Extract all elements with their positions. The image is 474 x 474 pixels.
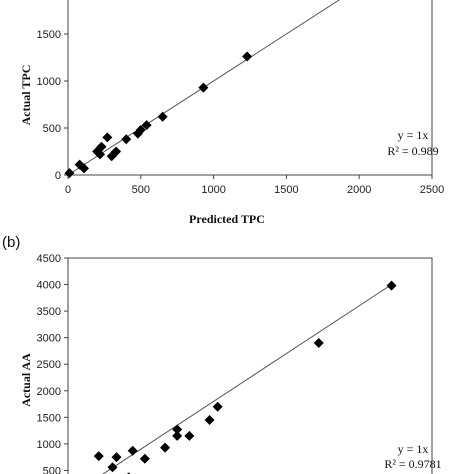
panel-a-x-tick-label: 1000 bbox=[201, 184, 225, 196]
panel-a-data-point bbox=[242, 51, 253, 62]
panel-b-label: (b) bbox=[2, 234, 20, 251]
panel-a-equation: y = 1x bbox=[398, 128, 429, 142]
panel-a-data-point bbox=[141, 120, 152, 131]
panel-a-data-point bbox=[64, 168, 75, 179]
panel-b-equation: y = 1x bbox=[398, 442, 429, 456]
panel-a-x-tick-label: 500 bbox=[132, 184, 150, 196]
panel-b-plot-frame bbox=[67, 257, 433, 474]
panel-a-data-point bbox=[111, 146, 122, 157]
panel-b-data-point bbox=[139, 453, 150, 464]
panel-b-y-tick-label: 1000 bbox=[37, 439, 61, 451]
panel-b-data-point bbox=[386, 280, 397, 291]
panel-a-x-tick-label: 1500 bbox=[274, 184, 298, 196]
panel-a-trendline bbox=[67, 0, 340, 176]
panel-a-x-axis-title: Predicted TPC bbox=[189, 212, 265, 226]
panel-b-data-point bbox=[212, 401, 223, 412]
panel-a-plot-frame bbox=[67, 0, 433, 176]
panel-b-data-point bbox=[93, 451, 104, 462]
panel-b-y-axis-title: Actual AA bbox=[19, 353, 33, 407]
panel-a-y-axis-title: Actual TPC bbox=[19, 65, 33, 126]
chart-panel-b: (b) Actual AA y = 1x R² = 0.9781 500 1000… bbox=[2, 234, 442, 474]
panel-a-data-point bbox=[157, 111, 168, 122]
panel-a-data-point bbox=[95, 149, 106, 160]
panel-b-y-tick-label: 500 bbox=[43, 465, 61, 474]
panel-a-data-point bbox=[79, 163, 90, 174]
panel-a-x-tick-label: 2000 bbox=[347, 184, 371, 196]
panel-a-y-tick-label: 0 bbox=[55, 170, 61, 182]
panel-b-y-tick-label: 3000 bbox=[37, 333, 61, 345]
panel-b-data-point bbox=[111, 452, 122, 463]
panel-a-data-point bbox=[135, 124, 146, 135]
panel-a-data-point bbox=[96, 141, 107, 152]
panel-b-data-point bbox=[172, 430, 183, 441]
panel-a-r-squared: R² = 0.989 bbox=[387, 144, 438, 158]
panel-a-data-point bbox=[102, 132, 113, 143]
panel-b-trendline bbox=[102, 284, 392, 474]
panel-b-y-tick-label: 4000 bbox=[37, 280, 61, 292]
panel-b-y-tick-label: 4500 bbox=[37, 253, 61, 265]
panel-b-data-point bbox=[172, 424, 183, 435]
panel-a-data-point bbox=[198, 82, 209, 93]
panel-b-y-tick-label: 2000 bbox=[37, 386, 61, 398]
panel-b-data-point bbox=[127, 445, 138, 456]
panel-a-x-tick-label: 2500 bbox=[420, 184, 444, 196]
panel-b-data-point bbox=[160, 442, 171, 453]
panel-b-r-squared: R² = 0.9781 bbox=[384, 457, 441, 471]
panel-a-y-tick-label: 1500 bbox=[37, 29, 61, 41]
panel-b-data-point bbox=[313, 337, 324, 348]
panel-b-data-point bbox=[107, 462, 118, 473]
panel-b-data-point bbox=[184, 430, 195, 441]
panel-b-data-point bbox=[204, 414, 215, 425]
panel-b-y-tick-label: 2500 bbox=[37, 359, 61, 371]
panel-b-y-tick-label: 3500 bbox=[37, 306, 61, 318]
chart-panel-a: Actual TPC Predicted TPC y = 1x R² = 0.9… bbox=[19, 0, 444, 226]
panel-a-y-tick-label: 500 bbox=[43, 123, 61, 135]
panel-a-y-tick-label: 1000 bbox=[37, 76, 61, 88]
panel-b-y-tick-label: 1500 bbox=[37, 412, 61, 424]
panel-a-data-point bbox=[121, 134, 132, 145]
panel-a-x-tick-label: 0 bbox=[65, 184, 71, 196]
